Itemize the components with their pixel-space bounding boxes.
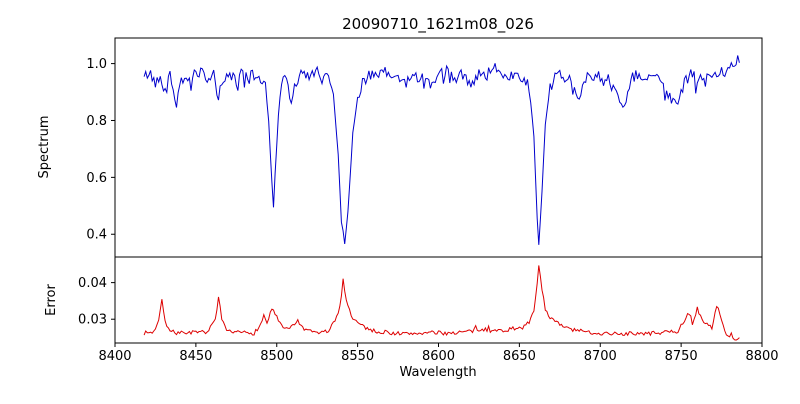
spectrum-panel xyxy=(114,37,763,258)
y-axis-label-spectrum: Spectrum xyxy=(37,116,52,179)
x-tick-label: 8650 xyxy=(503,349,536,364)
x-tick-label: 8750 xyxy=(665,349,698,364)
y-tick-label: 0.6 xyxy=(86,171,107,186)
error-line xyxy=(143,265,740,341)
x-tick-label: 8400 xyxy=(98,349,131,364)
y-tick-label: 0.04 xyxy=(78,276,107,291)
x-tick-label: 8700 xyxy=(584,349,617,364)
x-tick-label: 8550 xyxy=(341,349,374,364)
chart-title: 20090710_1621m08_026 xyxy=(342,15,534,34)
x-axis-label: Wavelength xyxy=(399,365,476,380)
error-panel xyxy=(114,256,763,344)
y-tick-label: 0.8 xyxy=(86,114,107,129)
plot-content: 8400 8450 8500 8550 8600 8650 8700 8750 8800 0.4 0… xyxy=(78,55,779,364)
y-tick-label: 0.03 xyxy=(78,313,107,328)
x-tick-label: 8800 xyxy=(745,349,778,364)
x-tick-label: 8500 xyxy=(260,349,293,364)
x-tick-label: 8450 xyxy=(179,349,212,364)
x-tick-label: 8600 xyxy=(422,349,455,364)
y-tick-label: 0.4 xyxy=(86,228,107,243)
spectrum-line xyxy=(143,55,740,245)
y-tick-label: 1.0 xyxy=(86,57,107,72)
y-axis-label-error: Error xyxy=(44,284,59,316)
